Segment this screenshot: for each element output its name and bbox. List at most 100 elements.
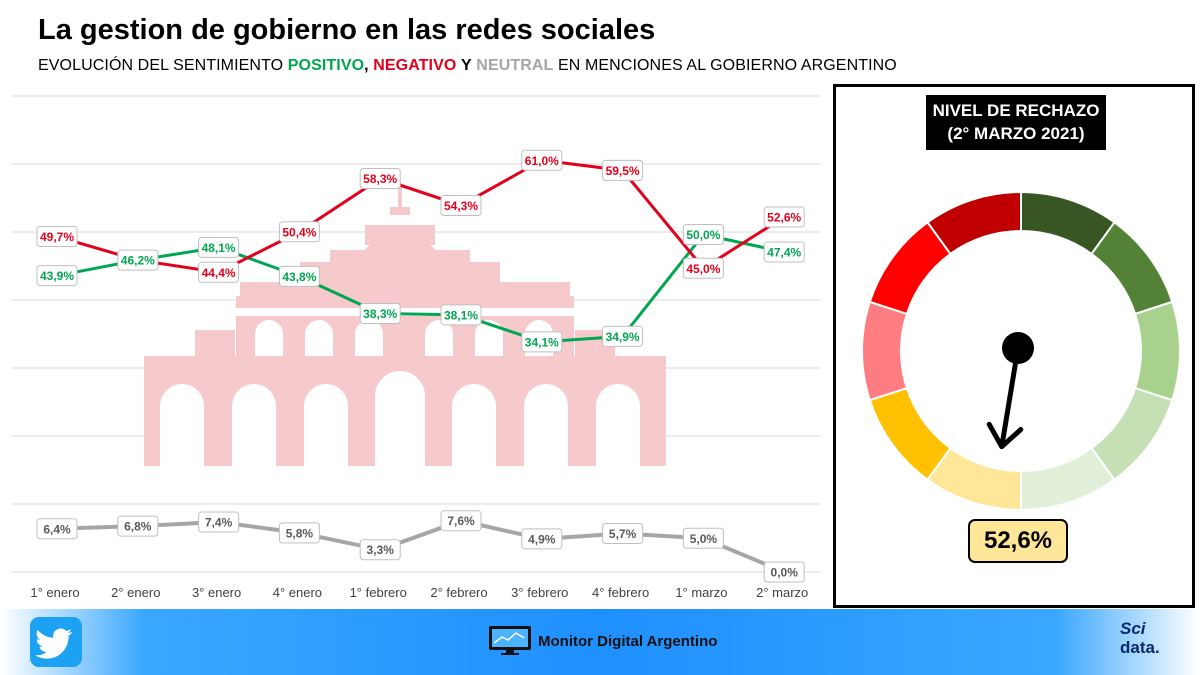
gauge-value: 52,6% <box>968 519 1068 563</box>
data-label-positivo: 38,3% <box>359 302 401 324</box>
data-label-neutral: 5,8% <box>278 522 320 544</box>
x-tick-label: 3° febrero <box>511 585 568 600</box>
subtitle-negativo: NEGATIVO <box>373 57 457 74</box>
x-tick-label: 4° febrero <box>592 585 649 600</box>
subtitle-comma: , <box>364 57 369 74</box>
x-axis-ticks: 1° enero 2° enero 3° enero 4° enero 1° febre… <box>30 585 808 600</box>
data-label-neutral: 6,8% <box>117 515 159 537</box>
gauge-segment <box>861 300 909 402</box>
data-label-positivo: 43,8% <box>278 265 320 287</box>
svg-text:50,0%: 50,0% <box>686 228 720 242</box>
subtitle-y: Y <box>460 57 472 74</box>
series-line-positivo <box>56 233 785 344</box>
svg-text:7,4%: 7,4% <box>205 516 233 530</box>
x-tick-label: 3° enero <box>192 585 241 600</box>
svg-text:5,8%: 5,8% <box>286 526 314 540</box>
needle-shaft <box>999 347 1021 448</box>
svg-text:3,3%: 3,3% <box>367 543 395 557</box>
data-label-negativo: 54,3% <box>440 194 482 216</box>
gauge-segment <box>1090 220 1174 316</box>
svg-text:6,4%: 6,4% <box>43 522 71 536</box>
svg-text:4,9%: 4,9% <box>528 532 556 546</box>
data-label-positivo: 34,9% <box>602 325 644 347</box>
logo-sci: Sci <box>1120 619 1146 638</box>
svg-text:7,6%: 7,6% <box>447 514 475 528</box>
x-tick-label: 1° febrero <box>350 585 407 600</box>
data-label-negativo: 61,0% <box>521 149 563 171</box>
gauge-title-line1: NIVEL DE RECHAZO <box>932 101 1100 120</box>
gauge-segment <box>1133 300 1181 402</box>
svg-text:43,9%: 43,9% <box>40 269 74 283</box>
svg-text:52,6%: 52,6% <box>767 210 801 224</box>
x-tick-label: 2° enero <box>111 585 160 600</box>
subtitle-neutral: NEUTRAL <box>476 57 554 74</box>
svg-text:38,1%: 38,1% <box>444 308 478 322</box>
twitter-bird-icon[interactable] <box>30 617 82 667</box>
data-label-neutral: 6,4% <box>36 518 78 540</box>
svg-text:49,7%: 49,7% <box>40 230 74 244</box>
subtitle-suffix: EN MENCIONES AL GOBIERNO ARGENTINO <box>557 57 897 74</box>
x-tick-label: 4° enero <box>273 585 322 600</box>
data-label-negativo: 50,4% <box>278 221 320 243</box>
data-label-positivo: 43,9% <box>36 265 78 287</box>
svg-text:38,3%: 38,3% <box>363 307 397 321</box>
chart-subtitle: EVOLUCIÓN DEL SENTIMIENTO POSITIVO, NEGA… <box>38 57 897 75</box>
data-label-neutral: 7,4% <box>198 511 240 533</box>
casa-rosada-icon <box>144 183 666 466</box>
data-label-neutral: 5,7% <box>602 523 644 545</box>
x-tick-label: 1° marzo <box>675 585 727 600</box>
data-label-positivo: 47,4% <box>763 241 805 263</box>
subtitle-prefix: EVOLUCIÓN DEL SENTIMIENTO <box>38 57 284 74</box>
svg-text:48,1%: 48,1% <box>202 241 236 255</box>
data-label-positivo: 48,1% <box>198 236 240 258</box>
gauge-title-line2: (2° MARZO 2021) <box>947 124 1085 143</box>
svg-text:34,1%: 34,1% <box>525 335 559 349</box>
data-label-positivo: 34,1% <box>521 331 563 353</box>
svg-text:45,0%: 45,0% <box>686 262 720 276</box>
needle-hub <box>1002 332 1034 364</box>
casa-rosada-arches <box>160 320 640 466</box>
svg-text:61,0%: 61,0% <box>525 154 559 168</box>
gauge-title: NIVEL DE RECHAZO (2° MARZO 2021) <box>926 95 1106 150</box>
data-label-positivo: 50,0% <box>682 224 724 245</box>
svg-text:54,3%: 54,3% <box>444 199 478 213</box>
svg-text:34,9%: 34,9% <box>606 330 640 344</box>
logo-data: data. <box>1120 638 1160 657</box>
svg-text:47,4%: 47,4% <box>767 246 801 260</box>
footer-bar: Monitor Digital Argentino Sci data. <box>0 609 1200 675</box>
chart-title: La gestion de gobierno en las redes soci… <box>38 14 656 46</box>
svg-text:43,8%: 43,8% <box>282 270 316 284</box>
data-label-neutral: 5,0% <box>682 527 724 549</box>
x-tick-label: 1° enero <box>30 585 79 600</box>
data-label-negativo: 45,0% <box>682 257 724 279</box>
data-label-positivo: 46,2% <box>117 249 159 271</box>
x-tick-label: 2° febrero <box>430 585 487 600</box>
svg-text:5,7%: 5,7% <box>609 527 637 541</box>
data-label-negativo: 52,6% <box>763 206 805 228</box>
svg-text:50,4%: 50,4% <box>282 225 316 239</box>
brand-name: Monitor Digital Argentino <box>538 633 718 650</box>
gauge-segments <box>861 190 1181 512</box>
data-label-positivo: 38,1% <box>440 304 482 326</box>
data-label-negativo: 58,3% <box>359 167 401 189</box>
svg-text:0,0%: 0,0% <box>771 566 799 580</box>
svg-text:6,8%: 6,8% <box>124 520 152 534</box>
data-label-neutral: 0,0% <box>763 561 805 583</box>
series-labels: 6,4% 6,8% 7,4% 5,8% 3,3% 7,6% 4,9% 5,7% 5,0% 0,0%… <box>36 149 805 583</box>
data-label-negativo: 59,5% <box>602 159 644 181</box>
data-label-neutral: 3,3% <box>359 539 401 561</box>
gauge-segment <box>926 190 1022 256</box>
svg-text:58,3%: 58,3% <box>363 172 397 186</box>
scidata-logo: Sci data. <box>1120 619 1160 657</box>
sentiment-line-chart: 6,4% 6,8% 7,4% 5,8% 3,3% 7,6% 4,9% 5,7% 5,0% 0,0%… <box>12 95 820 600</box>
needle-arrowhead <box>986 421 1024 450</box>
data-label-neutral: 4,9% <box>521 528 563 550</box>
svg-text:59,5%: 59,5% <box>606 164 640 178</box>
data-label-neutral: 7,6% <box>440 510 482 532</box>
svg-text:44,4%: 44,4% <box>202 266 236 280</box>
gauge-dial <box>861 190 1181 512</box>
x-tick-label: 2° marzo <box>756 585 808 600</box>
series-line-negativo <box>56 158 786 274</box>
data-label-negativo: 49,7% <box>36 226 78 248</box>
gauge-segment <box>868 386 952 482</box>
